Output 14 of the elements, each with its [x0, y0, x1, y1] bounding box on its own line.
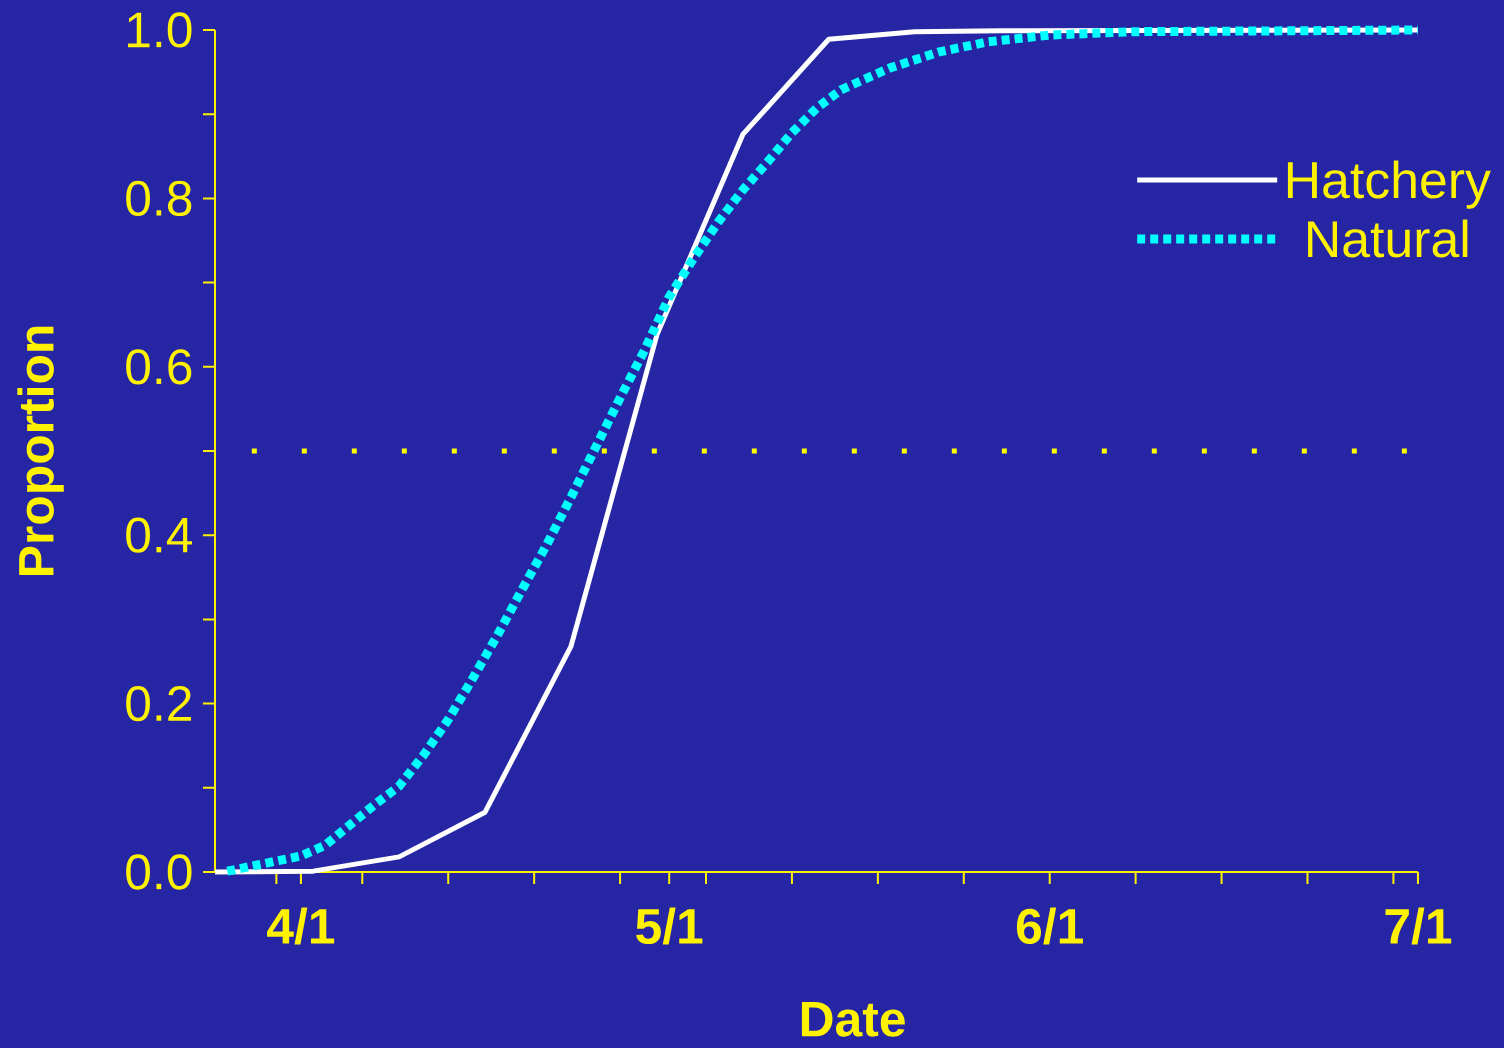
- x-axis-title: Date: [801, 1001, 905, 1037]
- x-tick-label: 6/1: [1016, 907, 1083, 945]
- x-tick-label: 5/1: [636, 907, 703, 945]
- legend-label: Hatchery: [1287, 160, 1491, 209]
- y-tick-label: 0.2: [126, 685, 191, 722]
- x-tick-label: 4/1: [267, 907, 335, 945]
- y-tick-label: 0.6: [126, 349, 192, 385]
- y-tick-label: 0.0: [126, 854, 192, 890]
- legend-label: Natural: [1308, 219, 1468, 258]
- x-tick-label: 7/1: [1385, 907, 1452, 945]
- y-tick-label: 1.0: [128, 12, 192, 48]
- y-axis-title: Proportion: [17, 326, 64, 575]
- y-tick-label: 0.4: [126, 517, 193, 553]
- y-tick-label: 0.8: [126, 180, 192, 217]
